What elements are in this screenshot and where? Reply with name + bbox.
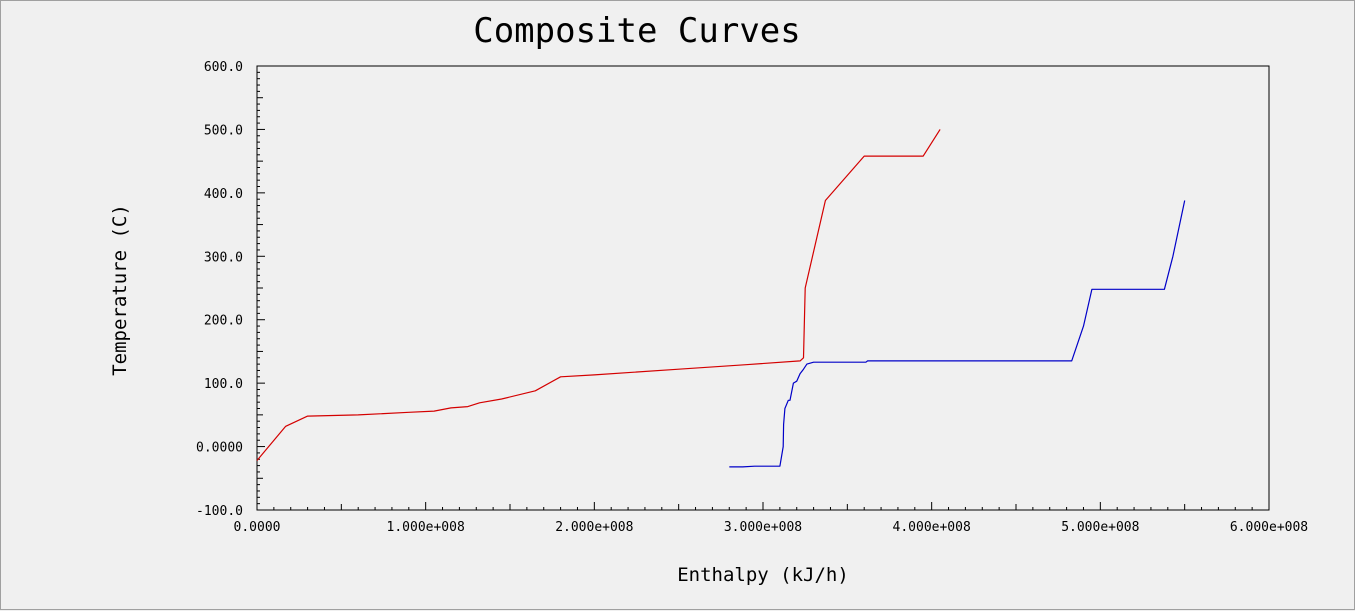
cold-composite-curve: [729, 200, 1186, 468]
x-tick-label: 5.000e+008: [1061, 520, 1139, 535]
series-layer: [256, 129, 1186, 468]
y-tick-label: 400.0: [204, 187, 243, 202]
hot-composite-curve: [256, 129, 941, 461]
x-tick-label: 6.000e+008: [1230, 520, 1308, 535]
y-axis: -100.0 0.0000 100.0 200.0 300.0 400.0 500.0 600…: [196, 60, 265, 519]
y-tick-label: 200.0: [204, 314, 243, 329]
x-tick-label: 1.000e+008: [387, 520, 465, 535]
x-tick-label: 4.000e+008: [893, 520, 971, 535]
y-tick-label: 500.0: [204, 123, 243, 138]
y-tick-label: -100.0: [196, 504, 243, 519]
x-axis: 0.0000 1.000e+008 2.000e+008 3.000e+008 4.00…: [234, 502, 1308, 535]
y-tick-label: 600.0: [204, 60, 243, 75]
y-tick-label: 0.0000: [196, 441, 243, 456]
x-axis-label: Enthalpy (kJ/h): [677, 564, 849, 586]
x-tick-label: 3.000e+008: [724, 520, 802, 535]
y-tick-label: 100.0: [204, 377, 243, 392]
plot-area: [256, 65, 1270, 511]
x-tick-label: 2.000e+008: [555, 520, 633, 535]
chart-title: Composite Curves: [473, 11, 801, 51]
y-axis-label: Temperature (C): [109, 204, 131, 376]
y-tick-label: 300.0: [204, 250, 243, 265]
x-tick-label: 0.0000: [234, 520, 281, 535]
